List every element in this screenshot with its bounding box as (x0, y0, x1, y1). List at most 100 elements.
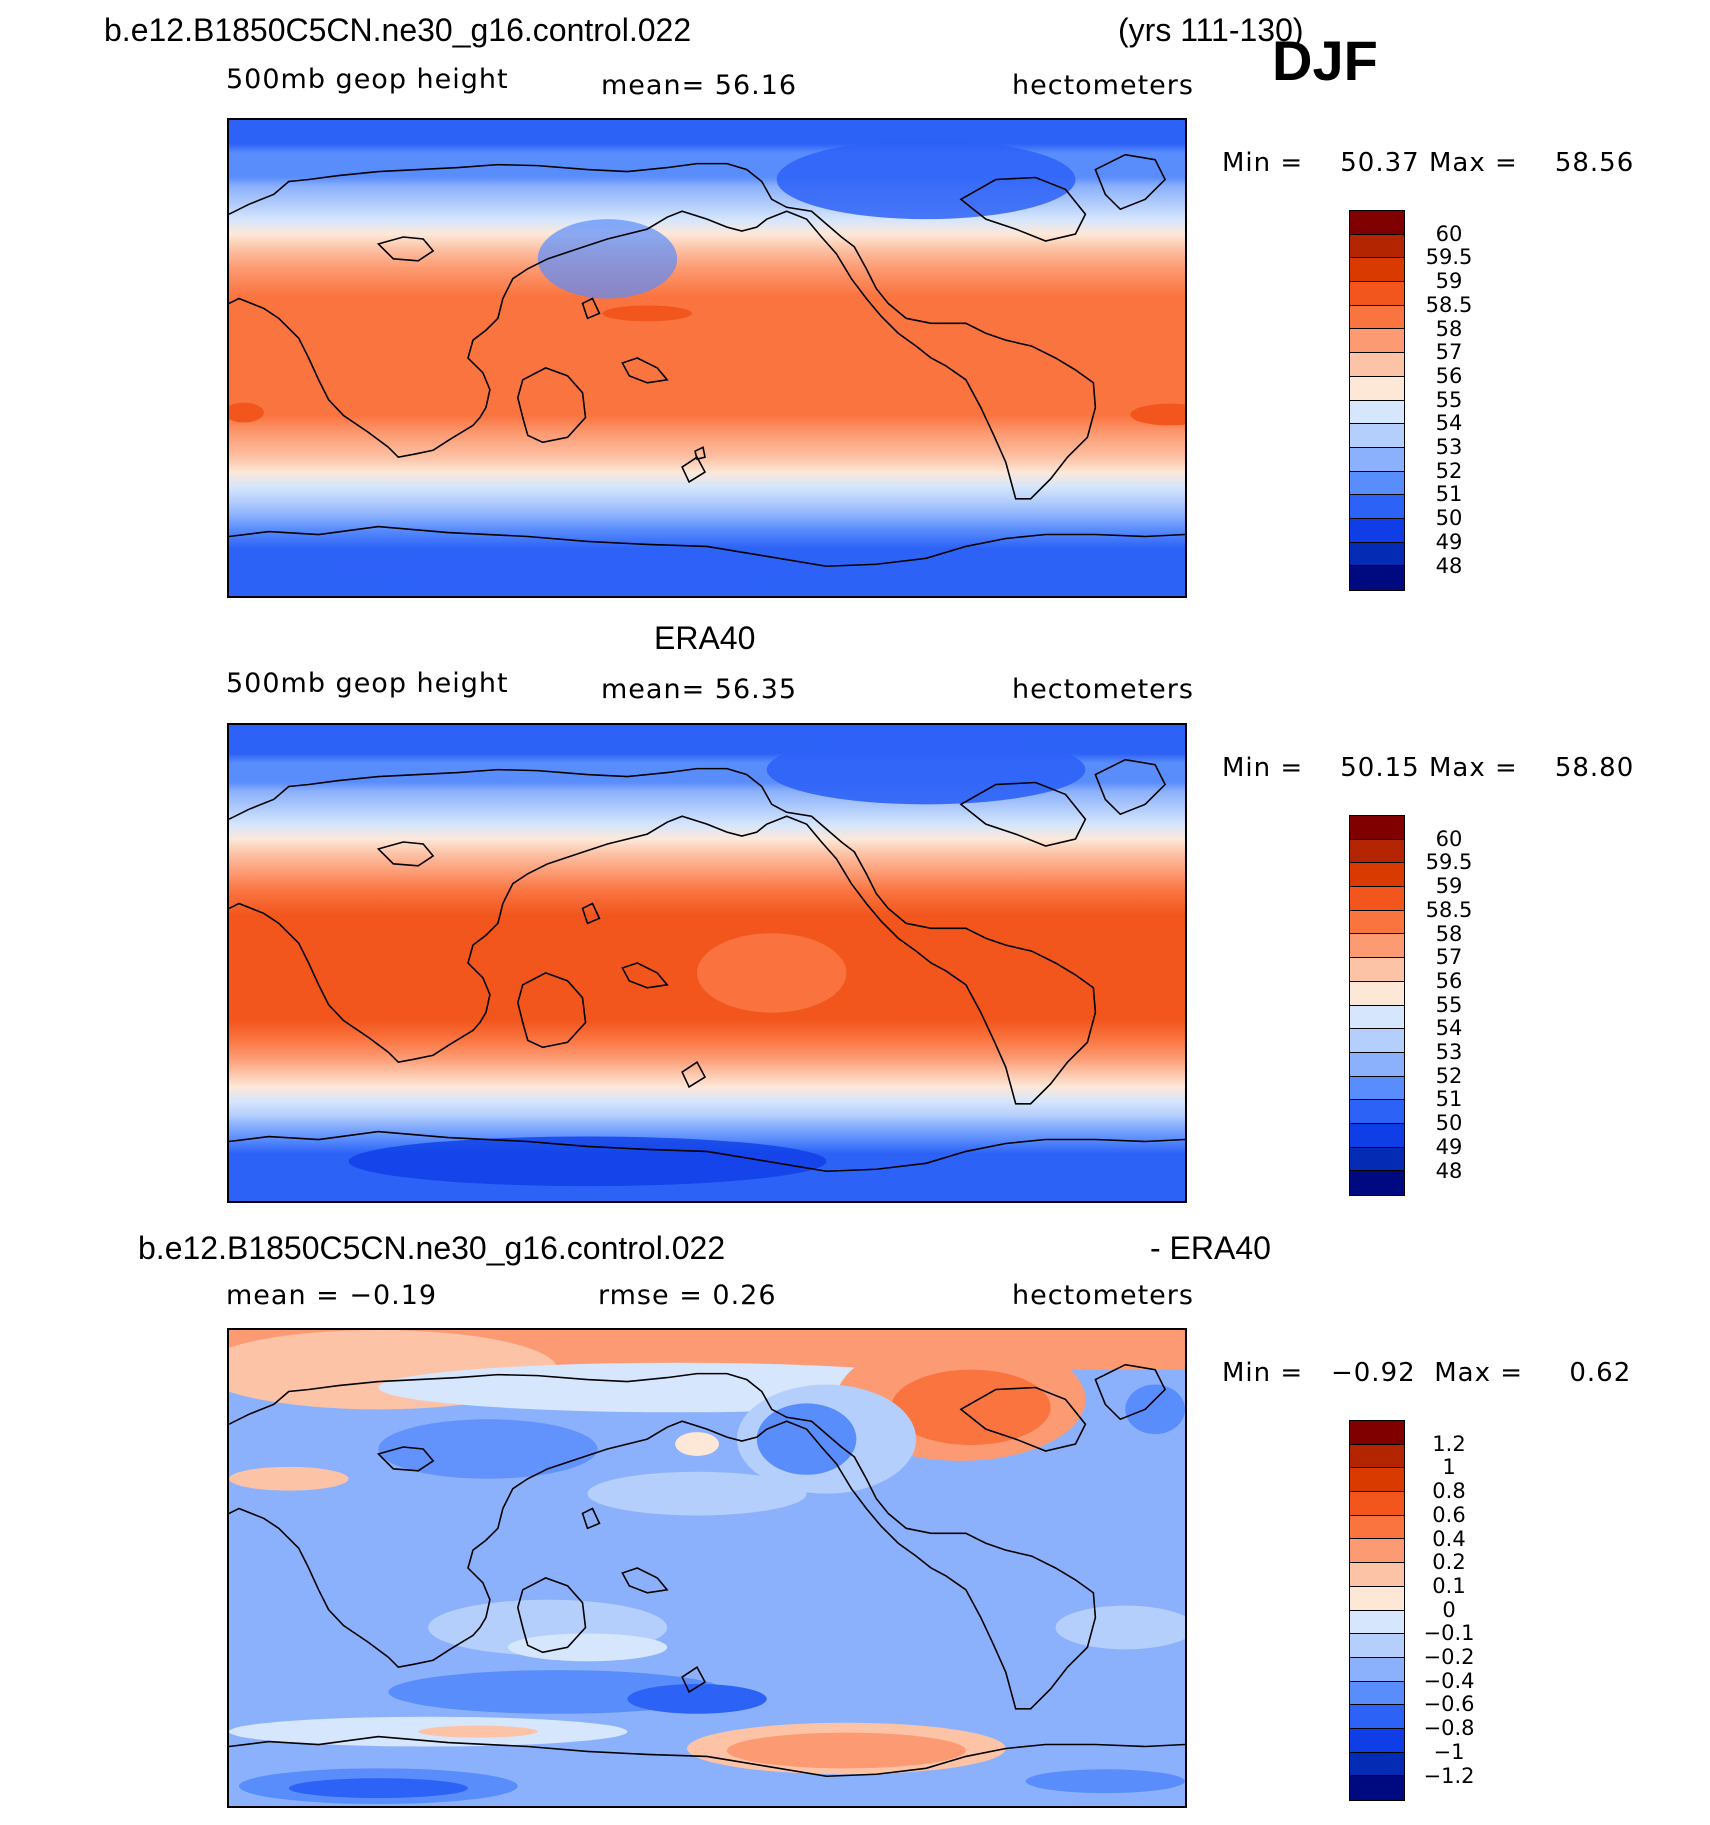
colorbar-box (1350, 329, 1404, 354)
colorbar-box (1350, 1610, 1404, 1635)
colorbar-box (1350, 1563, 1404, 1587)
colorbar-label: 49 (1435, 1134, 1463, 1159)
colorbar-box (1350, 1705, 1404, 1729)
colorbar-label: 48 (1435, 553, 1463, 578)
colorbar-label: 53 (1435, 1040, 1463, 1064)
colorbar-label: 60 (1435, 826, 1463, 851)
max-label: Max = (1428, 753, 1518, 783)
colorbar-label: 54 (1435, 411, 1463, 436)
colorbar-box (1350, 1444, 1404, 1469)
colorbar-box (1350, 376, 1404, 401)
max-label: Max = (1428, 148, 1518, 178)
colorbar-box (1350, 1657, 1404, 1682)
colorbar-label: 48 (1435, 1158, 1463, 1183)
colorbar-label: 55 (1435, 387, 1463, 412)
diff-minus-era40-label: - ERA40 (1150, 1230, 1271, 1266)
min-value: −0.92 (1330, 1358, 1416, 1388)
colorbar-box (1350, 1752, 1404, 1777)
colorbar-label: 53 (1435, 435, 1463, 459)
colorbar-label: 57 (1435, 340, 1463, 365)
colorbar-label: 0.8 (1432, 1479, 1466, 1504)
colorbar-box (1350, 1776, 1404, 1800)
era40-mean-label: mean= 56.35 (601, 674, 798, 705)
colorbar-label: 59.5 (1425, 245, 1473, 270)
colorbar-box (1350, 1005, 1404, 1030)
colorbar-label: 58.5 (1425, 897, 1473, 922)
min-label: Min = (1222, 148, 1304, 178)
colorbar-box (1350, 1100, 1404, 1124)
colorbar-label: 58 (1435, 921, 1463, 946)
diff-minmax: Min = −0.92 Max = 0.62 (1222, 1358, 1631, 1388)
colorbar-label: 56 (1435, 968, 1463, 993)
colorbar-label: 56 (1435, 363, 1463, 388)
era40-units-label: hectometers (1012, 674, 1194, 705)
colorbar-label: 59.5 (1425, 850, 1473, 875)
colorbar-label: 58.5 (1425, 292, 1473, 317)
min-label: Min = (1222, 753, 1304, 783)
colorbar-box (1350, 910, 1404, 935)
colorbar-label: 57 (1435, 945, 1463, 970)
min-value: 50.37 (1340, 148, 1420, 178)
colorbar-label: −0.1 (1423, 1621, 1475, 1646)
colorbar-box (1350, 495, 1404, 519)
colorbar-label: 0.2 (1432, 1550, 1466, 1575)
colorbar-box (1350, 1147, 1404, 1172)
colorbar-box (1350, 424, 1404, 448)
colorbar-box (1350, 258, 1404, 283)
colorbar-label: 49 (1435, 529, 1463, 554)
colorbar-label: −1.2 (1423, 1763, 1475, 1788)
diff-rmse-label: rmse = 0.26 (598, 1280, 777, 1311)
colorbar-box (1350, 566, 1404, 590)
colorbar-box (1350, 1029, 1404, 1053)
diff-units-label: hectometers (1012, 1280, 1194, 1311)
colorbar-label: 54 (1435, 1016, 1463, 1041)
colorbar-label: −0.6 (1423, 1692, 1475, 1717)
colorbar-box (1350, 471, 1404, 496)
era40-minmax: Min = 50.15 Max = 58.80 (1222, 753, 1634, 783)
colorbar-box (1350, 1634, 1404, 1658)
colorbar-box (1350, 1123, 1404, 1148)
colorbar-label: 59 (1435, 269, 1463, 294)
colorbar-box (1350, 1515, 1404, 1540)
colorbar-box (1350, 305, 1404, 330)
diff-mean-label: mean = −0.19 (226, 1280, 438, 1311)
colorbar-label: 58 (1435, 316, 1463, 341)
model-years-label: (yrs 111-130) (1118, 12, 1304, 48)
colorbar-box (1350, 1421, 1404, 1445)
colorbar-box (1350, 958, 1404, 982)
colorbar-label: 52 (1435, 458, 1463, 483)
era40-title: ERA40 (654, 620, 756, 656)
model-mean-label: mean= 56.16 (601, 70, 798, 101)
colorbar-box (1350, 518, 1404, 543)
colorbar-boxes (1349, 815, 1405, 1196)
colorbar-box (1350, 353, 1404, 377)
min-label: Min = (1222, 1358, 1304, 1388)
max-label: Max = (1434, 1358, 1524, 1388)
colorbar-label: 0.4 (1432, 1526, 1466, 1551)
colorbar-box (1350, 1728, 1404, 1753)
colorbar-label: 60 (1435, 221, 1463, 246)
model-case-title: b.e12.B1850C5CN.ne30_g16.control.022 (104, 12, 692, 48)
colorbar-box (1350, 863, 1404, 888)
colorbar-box (1350, 1076, 1404, 1101)
min-value: 50.15 (1340, 753, 1420, 783)
colorbar-box (1350, 816, 1404, 840)
colorbar-label: 55 (1435, 992, 1463, 1017)
difference-map (227, 1328, 1187, 1808)
colorbar-box (1350, 1586, 1404, 1611)
colorbar-boxes (1349, 1420, 1405, 1801)
model-minmax: Min = 50.37 Max = 58.56 (1222, 148, 1634, 178)
max-value: 58.80 (1554, 753, 1635, 783)
colorbar-label: −0.4 (1423, 1668, 1475, 1693)
colorbar-boxes (1349, 210, 1405, 591)
colorbar-box (1350, 211, 1404, 235)
colorbar-box (1350, 1681, 1404, 1706)
colorbar-box (1350, 1052, 1404, 1077)
max-value: 58.56 (1554, 148, 1635, 178)
model-map (227, 118, 1187, 598)
era40-variable-label: 500mb geop height (226, 668, 509, 699)
colorbar-box (1350, 447, 1404, 472)
colorbar-box (1350, 542, 1404, 567)
colorbar-label: 1 (1442, 1455, 1456, 1480)
colorbar-label: 51 (1435, 1087, 1463, 1112)
